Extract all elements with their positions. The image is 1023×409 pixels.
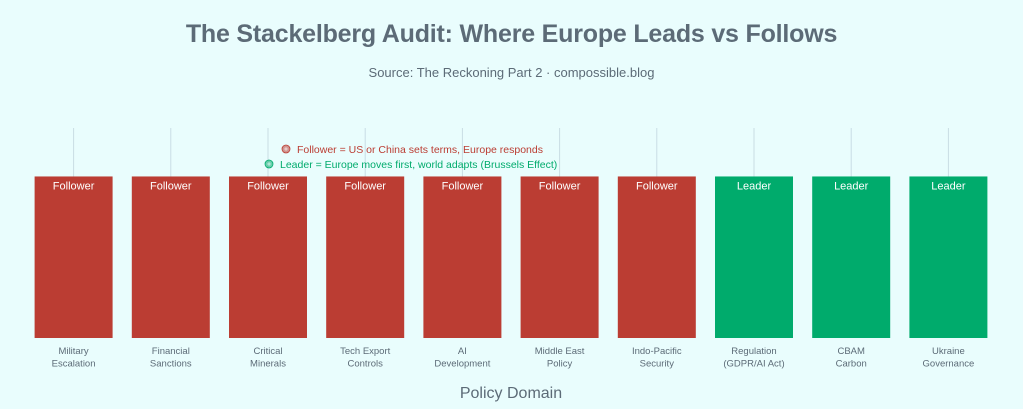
x-tick-label: Policy — [547, 359, 573, 370]
bar — [423, 176, 502, 338]
green-circle-icon — [267, 162, 271, 166]
bar-label: Follower — [636, 180, 678, 192]
x-tick-label: Carbon — [836, 359, 867, 370]
bar-label: Follower — [344, 180, 386, 192]
bar-label: Follower — [53, 180, 95, 192]
x-tick-label: Military — [59, 346, 89, 357]
annotation-text: Follower = US or China sets terms, Europ… — [297, 144, 543, 156]
x-tick-label: Ukraine — [932, 346, 965, 357]
x-tick-label: (GDPR/AI Act) — [723, 359, 784, 370]
bar-label: Leader — [834, 180, 869, 192]
x-tick-label: Critical — [253, 346, 282, 357]
x-tick-label: Security — [640, 359, 675, 370]
x-tick-label: Escalation — [52, 359, 96, 370]
bar — [326, 176, 405, 338]
bar — [909, 176, 988, 338]
bar — [715, 176, 793, 338]
bar — [34, 176, 113, 338]
chart-title: The Stackelberg Audit: Where Europe Lead… — [185, 20, 838, 48]
bar-label: Leader — [737, 180, 772, 192]
bar-label: Follower — [150, 180, 192, 192]
x-tick-label: Financial — [152, 346, 190, 357]
annotation-text: Leader = Europe moves first, world adapt… — [280, 159, 557, 171]
x-tick-label: Minerals — [250, 359, 286, 370]
bar — [229, 176, 307, 338]
bar — [520, 176, 599, 338]
bar-label: Follower — [247, 180, 289, 192]
chart-subtitle: Source: The Reckoning Part 2 · compossib… — [368, 65, 655, 80]
x-tick-label: Middle East — [535, 346, 585, 357]
x-tick-label: CBAM — [837, 346, 865, 357]
x-axis-label: Policy Domain — [460, 385, 562, 402]
x-tick-label: Controls — [348, 359, 384, 370]
bar — [812, 176, 891, 338]
bar-label: Leader — [931, 180, 966, 192]
bar — [617, 176, 696, 338]
bar-label: Follower — [539, 180, 581, 192]
x-tick-label: Governance — [923, 359, 975, 370]
bar — [131, 176, 210, 338]
x-tick-label: Regulation — [731, 346, 776, 357]
x-tick-label: Tech Export — [340, 346, 391, 357]
bar-label: Follower — [442, 180, 484, 192]
x-tick-label: Development — [434, 359, 490, 370]
x-tick-label: AI — [458, 346, 467, 357]
red-circle-icon — [284, 147, 288, 151]
x-tick-label: Indo-Pacific — [632, 346, 682, 357]
x-tick-label: Sanctions — [150, 359, 192, 370]
